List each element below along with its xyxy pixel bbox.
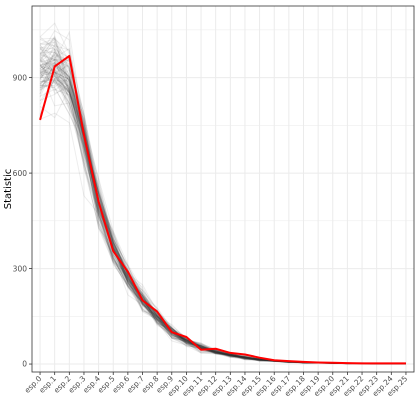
simulated-series-line	[39, 65, 406, 365]
simulated-series-line	[39, 70, 406, 365]
simulated-series-line	[39, 68, 406, 365]
simulated-series-line	[39, 73, 406, 365]
simulated-series-line	[39, 112, 406, 365]
y-tick-label: 900	[13, 73, 28, 82]
simulated-series-line	[39, 84, 406, 365]
simulated-series-line	[39, 78, 406, 365]
simulated-series-line	[39, 80, 406, 365]
simulated-series-line	[39, 64, 406, 365]
simulated-series-line	[39, 81, 406, 365]
simulated-series-line	[39, 69, 406, 365]
simulated-series-line	[39, 70, 406, 365]
simulated-series-line	[39, 64, 406, 365]
y-axis-ticks: 0 300 600 900	[13, 73, 32, 369]
simulated-series-line	[39, 73, 406, 365]
simulated-series-line	[39, 71, 406, 365]
simulated-series-line	[39, 72, 406, 365]
simulated-series-line	[39, 75, 406, 365]
simulated-series-line	[39, 88, 406, 365]
simulated-series-line	[39, 64, 406, 365]
y-tick-label: 600	[13, 169, 28, 178]
simulated-series-line	[39, 78, 406, 365]
simulated-series-line	[39, 85, 406, 365]
simulated-series-line	[39, 68, 406, 365]
simulated-series-line	[39, 77, 406, 365]
observed-line	[39, 54, 406, 365]
simulated-series-line	[39, 71, 406, 365]
simulated-series-line	[39, 70, 406, 365]
panel-border	[31, 5, 415, 373]
simulated-series-line	[39, 64, 406, 365]
simulated-lines	[39, 22, 406, 365]
y-tick-label: 300	[13, 264, 28, 273]
simulated-series-line	[39, 76, 406, 365]
y-axis-title: Statistic	[3, 169, 14, 210]
simulated-series-line	[39, 76, 406, 365]
simulated-series-line	[39, 65, 406, 365]
observed-series-line	[39, 54, 406, 365]
grid-lines	[32, 6, 414, 372]
simulated-series-line	[39, 75, 406, 365]
simulated-series-line	[39, 86, 406, 365]
simulated-series-line	[39, 79, 406, 365]
simulated-series-line	[39, 72, 406, 365]
simulated-series-line	[39, 79, 406, 365]
simulated-series-line	[39, 66, 406, 365]
simulated-series-line	[39, 75, 406, 365]
simulated-series-line	[39, 79, 406, 365]
simulated-series-line	[40, 71, 406, 365]
simulated-series-line	[39, 68, 406, 365]
x-axis-ticks: esp.0esp.1esp.2esp.3esp.4esp.5esp.6esp.7…	[23, 372, 410, 398]
simulated-series-line	[39, 80, 406, 365]
simulated-series-line	[39, 83, 406, 365]
y-tick-label: 0	[22, 360, 27, 369]
simulated-series-line	[39, 70, 406, 365]
